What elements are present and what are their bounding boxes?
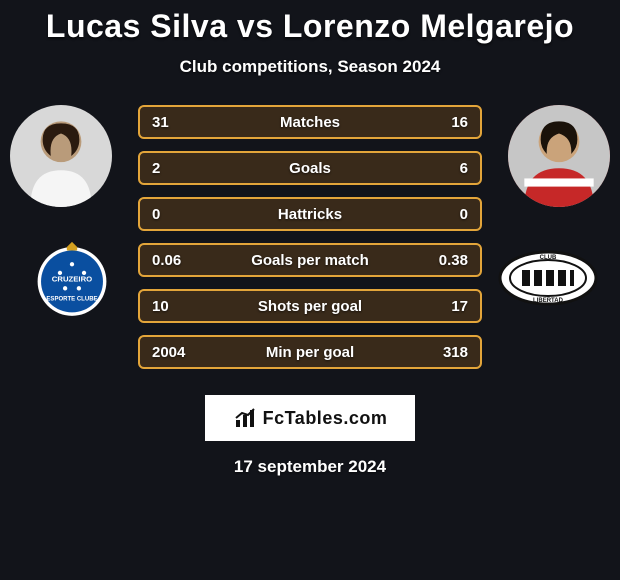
svg-text:CLUB: CLUB	[540, 255, 557, 261]
stat-left-value: 2	[152, 160, 222, 177]
club-crest-icon: CLUB LIBERTAD	[498, 248, 598, 308]
club-left-badge: CRUZEIRO ESPORTE CLUBE	[22, 235, 122, 321]
stat-row: 0.06Goals per match0.38	[138, 243, 482, 277]
club-right-badge: CLUB LIBERTAD	[498, 235, 598, 321]
stat-right-value: 16	[398, 114, 468, 131]
svg-text:LIBERTAD: LIBERTAD	[533, 298, 564, 304]
stat-label: Goals per match	[222, 252, 398, 269]
bar-chart-icon	[233, 406, 257, 430]
avatar-placeholder-icon	[10, 105, 112, 207]
stat-left-value: 10	[152, 298, 222, 315]
stat-rows: 31Matches16 2Goals6 0Hattricks0 0.06Goals p…	[138, 105, 482, 381]
stat-label: Hattricks	[222, 206, 398, 223]
stat-label: Min per goal	[222, 344, 398, 361]
stat-right-value: 0.38	[398, 252, 468, 269]
stat-left-value: 2004	[152, 344, 222, 361]
svg-text:CRUZEIRO: CRUZEIRO	[52, 274, 92, 283]
stat-row: 0Hattricks0	[138, 197, 482, 231]
stat-right-value: 6	[398, 160, 468, 177]
branding-badge: FcTables.com	[205, 395, 415, 441]
stat-row: 2Goals6	[138, 151, 482, 185]
svg-text:ESPORTE CLUBE: ESPORTE CLUBE	[46, 296, 97, 302]
comparison-subtitle: Club competitions, Season 2024	[0, 57, 620, 77]
club-crest-icon: CRUZEIRO ESPORTE CLUBE	[22, 235, 122, 321]
branding-text: FcTables.com	[263, 408, 388, 429]
comparison-area: CRUZEIRO ESPORTE CLUBE CLUB LIBERTAD 31M…	[0, 105, 620, 375]
stat-row: 2004Min per goal318	[138, 335, 482, 369]
stat-left-value: 0.06	[152, 252, 222, 269]
stat-label: Goals	[222, 160, 398, 177]
stat-row: 10Shots per goal17	[138, 289, 482, 323]
stat-label: Shots per goal	[222, 298, 398, 315]
stat-right-value: 17	[398, 298, 468, 315]
player-right-avatar	[508, 105, 610, 207]
stat-right-value: 318	[398, 344, 468, 361]
stat-right-value: 0	[398, 206, 468, 223]
player-left-avatar	[10, 105, 112, 207]
stat-row: 31Matches16	[138, 105, 482, 139]
stat-left-value: 0	[152, 206, 222, 223]
comparison-title: Lucas Silva vs Lorenzo Melgarejo	[0, 8, 620, 45]
comparison-date: 17 september 2024	[0, 457, 620, 477]
stat-label: Matches	[222, 114, 398, 131]
avatar-placeholder-icon	[508, 105, 610, 207]
stat-left-value: 31	[152, 114, 222, 131]
